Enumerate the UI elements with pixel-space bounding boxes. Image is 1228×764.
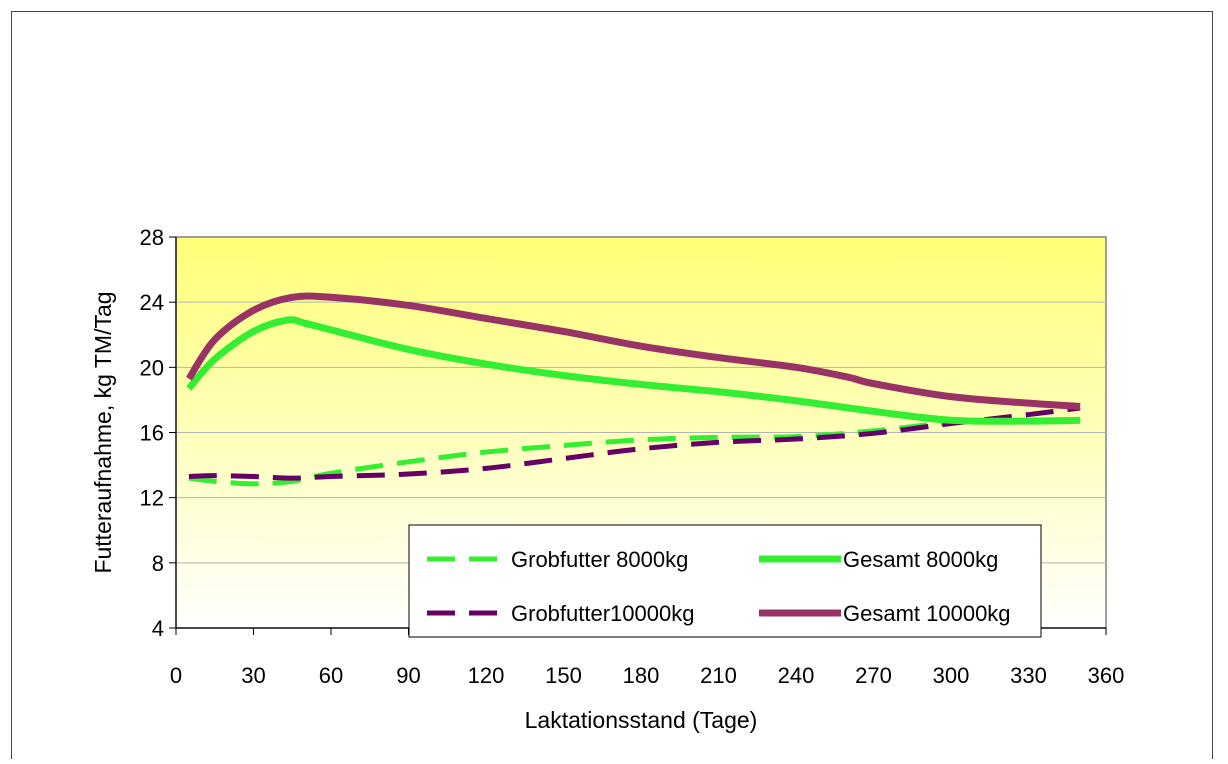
legend-box — [408, 524, 1042, 638]
series-line-3 — [188, 405, 1081, 481]
legend-label: Grobfutter10000kg — [511, 601, 694, 626]
y-tick-label: 28 — [140, 225, 164, 250]
y-tick-label: 20 — [140, 355, 164, 380]
series-layer — [185, 292, 1081, 487]
y-tick-label: 4 — [152, 616, 164, 641]
y-tick-label: 8 — [152, 551, 164, 576]
x-tick-label: 90 — [396, 663, 420, 688]
x-axis-label: Laktationsstand (Tage) — [525, 707, 758, 733]
y-tick-label: 16 — [140, 421, 164, 446]
x-tick-label: 210 — [700, 663, 737, 688]
y-tick-label: 12 — [140, 486, 164, 511]
x-tick-label: 150 — [545, 663, 582, 688]
y-axis-label: Futteraufnahme, kg TM/Tag — [90, 291, 116, 573]
legend-label: Gesamt 10000kg — [843, 601, 1011, 626]
y-tick-label: 24 — [140, 290, 164, 315]
x-tick-label: 0 — [170, 663, 182, 688]
series-line-4 — [185, 292, 1081, 410]
tick-labels: 4 8 12 16 20 24 28 0 30 60 90 120 150 180 210 240 270 300… — [140, 225, 1125, 688]
x-tick-label: 30 — [241, 663, 265, 688]
x-tick-label: 180 — [623, 663, 660, 688]
x-tick-label: 240 — [778, 663, 815, 688]
legend-label: Grobfutter 8000kg — [511, 547, 688, 572]
x-tick-label: 270 — [855, 663, 892, 688]
x-tick-label: 300 — [933, 663, 970, 688]
x-tick-label: 330 — [1010, 663, 1047, 688]
x-tick-label: 120 — [468, 663, 505, 688]
x-tick-label: 360 — [1088, 663, 1125, 688]
series-line-2 — [186, 316, 1081, 425]
legend-label: Gesamt 8000kg — [843, 547, 998, 572]
legend: Grobfutter 8000kg Gesamt 8000kg Grobfutter… — [408, 524, 1042, 638]
x-tick-label: 60 — [319, 663, 343, 688]
